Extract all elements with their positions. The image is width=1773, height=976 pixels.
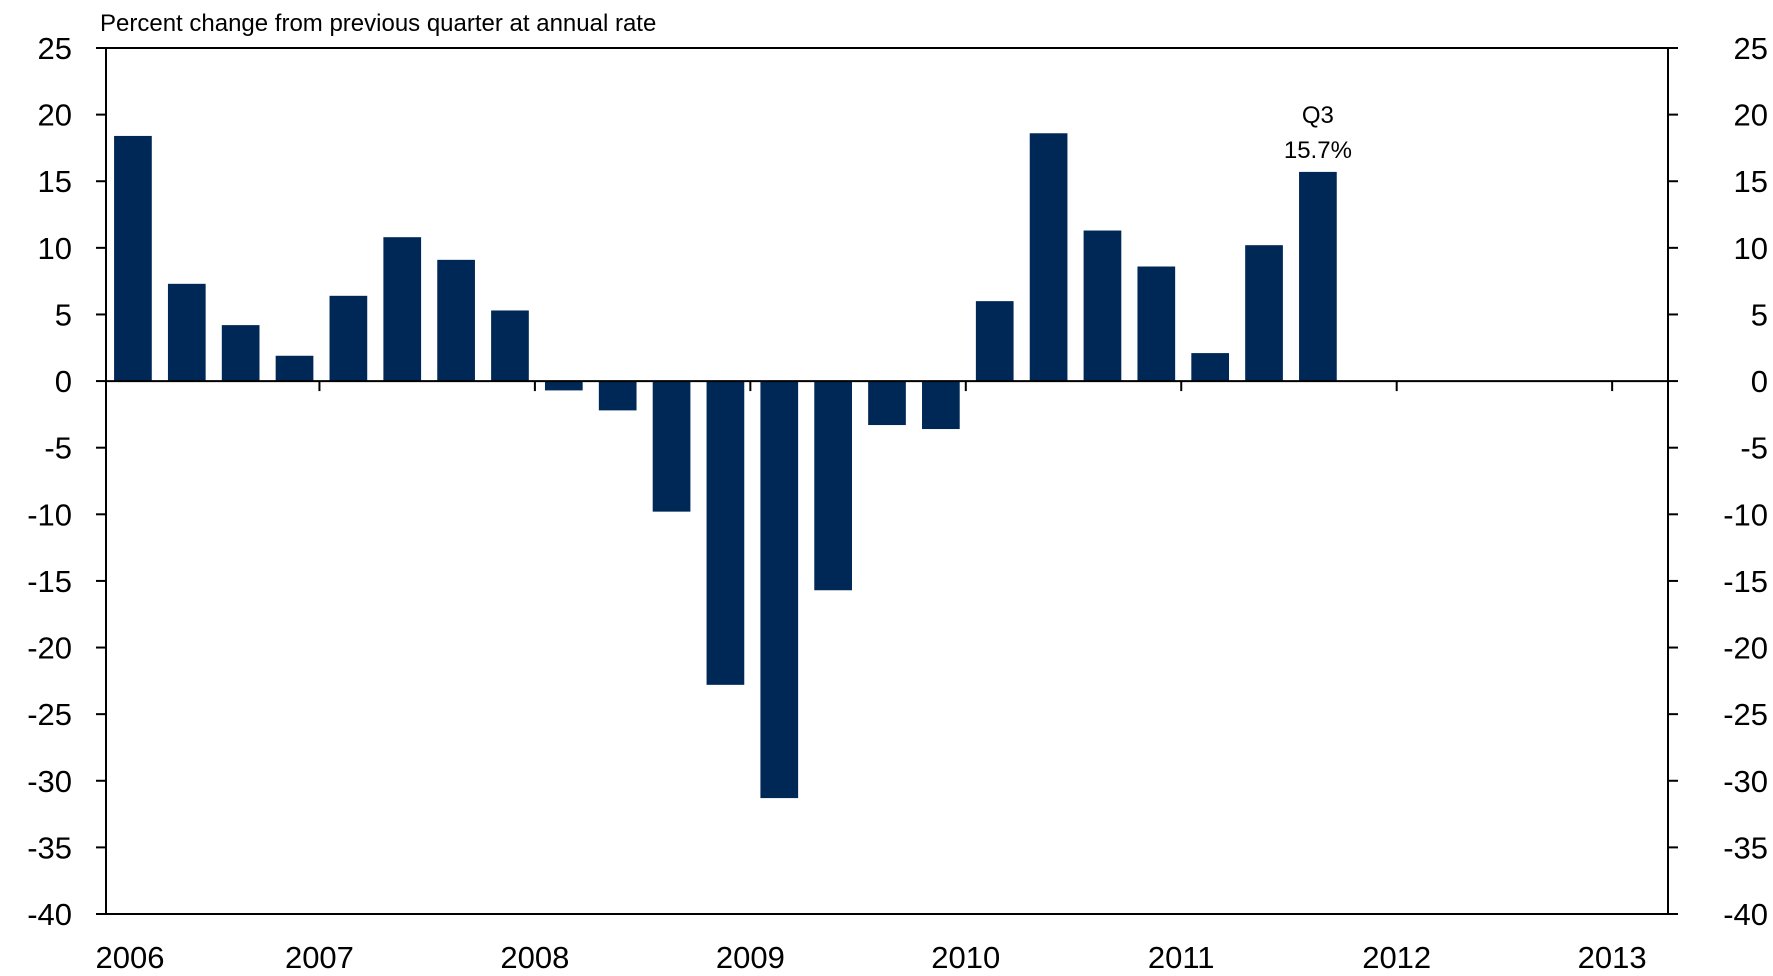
annotation-value: 15.7% bbox=[1284, 137, 1352, 164]
bar bbox=[329, 295, 368, 382]
x-tick-label: 2013 bbox=[1578, 940, 1647, 975]
bars bbox=[114, 133, 1337, 799]
bar bbox=[975, 301, 1014, 382]
x-axis-ticks: 2006 2007 2008 2009 2010 2011 2012 2013 bbox=[96, 381, 1647, 975]
right-y-tick-label: 5 bbox=[1751, 297, 1768, 332]
left-y-tick-label: -25 bbox=[27, 697, 72, 732]
right-y-tick-label: -40 bbox=[1723, 897, 1768, 932]
bar bbox=[1299, 171, 1337, 382]
bar bbox=[598, 381, 637, 411]
bar bbox=[1137, 266, 1176, 382]
left-y-tick-label: -5 bbox=[44, 431, 72, 466]
bar bbox=[437, 259, 475, 382]
left-y-tick-label: 0 bbox=[55, 364, 72, 399]
left-y-tick-label: -40 bbox=[27, 897, 72, 932]
right-y-tick-label: -15 bbox=[1723, 564, 1768, 599]
right-y-tick-label: 20 bbox=[1734, 98, 1768, 133]
bar bbox=[922, 381, 960, 430]
right-y-tick-label: -35 bbox=[1723, 830, 1768, 865]
right-y-tick-label: -20 bbox=[1723, 631, 1768, 666]
x-tick-label: 2010 bbox=[931, 940, 1000, 975]
left-y-axis-ticks: 25 20 15 10 5 0 -5 -10 -15 -20 -25 -30 -35 -40 bbox=[27, 31, 106, 932]
left-y-tick-label: 20 bbox=[38, 98, 72, 133]
left-y-tick-label: 5 bbox=[55, 297, 72, 332]
bar bbox=[275, 355, 314, 382]
plot-frame bbox=[105, 47, 1669, 915]
right-y-tick-label: 25 bbox=[1734, 31, 1768, 66]
bar bbox=[1191, 353, 1230, 382]
bar bbox=[114, 135, 152, 382]
left-y-tick-label: 25 bbox=[38, 31, 72, 66]
x-tick-label: 2011 bbox=[1148, 940, 1215, 975]
right-y-axis-ticks: 25 20 15 10 5 0 -5 -10 -15 -20 -25 -30 -35 -40 bbox=[1668, 31, 1768, 932]
x-tick-label: 2007 bbox=[285, 940, 354, 975]
right-y-tick-label: -30 bbox=[1723, 764, 1768, 799]
x-tick-label: 2006 bbox=[96, 940, 165, 975]
x-tick-label: 2009 bbox=[716, 940, 785, 975]
bar bbox=[1029, 133, 1068, 382]
left-y-tick-label: -10 bbox=[27, 497, 72, 532]
right-y-tick-label: -25 bbox=[1723, 697, 1768, 732]
left-y-tick-label: -15 bbox=[27, 564, 72, 599]
chart-subtitle: Percent change from previous quarter at … bbox=[100, 10, 656, 37]
bar bbox=[383, 237, 422, 382]
bar bbox=[706, 381, 745, 685]
bar bbox=[491, 310, 529, 382]
x-tick-label: 2008 bbox=[500, 940, 569, 975]
right-y-tick-label: -5 bbox=[1740, 431, 1768, 466]
left-y-tick-label: 10 bbox=[38, 231, 72, 266]
right-y-tick-label: 0 bbox=[1751, 364, 1768, 399]
left-y-tick-label: 15 bbox=[38, 164, 72, 199]
left-y-tick-label: -30 bbox=[27, 764, 72, 799]
bar bbox=[760, 381, 799, 799]
bar bbox=[814, 381, 852, 591]
annotation: Q3 15.7% bbox=[1284, 102, 1352, 164]
bar bbox=[1245, 245, 1283, 382]
left-y-tick-label: -20 bbox=[27, 631, 72, 666]
bar bbox=[1083, 230, 1122, 382]
right-y-tick-label: 10 bbox=[1734, 231, 1768, 266]
bar bbox=[652, 381, 691, 512]
right-y-tick-label: 15 bbox=[1734, 164, 1768, 199]
bar bbox=[167, 283, 206, 382]
bar bbox=[544, 381, 583, 391]
bar bbox=[221, 325, 260, 382]
bar bbox=[868, 381, 906, 426]
annotation-quarter: Q3 bbox=[1302, 102, 1334, 129]
left-y-tick-label: -35 bbox=[27, 830, 72, 865]
right-y-tick-label: -10 bbox=[1723, 497, 1768, 532]
x-tick-label: 2012 bbox=[1362, 940, 1431, 975]
